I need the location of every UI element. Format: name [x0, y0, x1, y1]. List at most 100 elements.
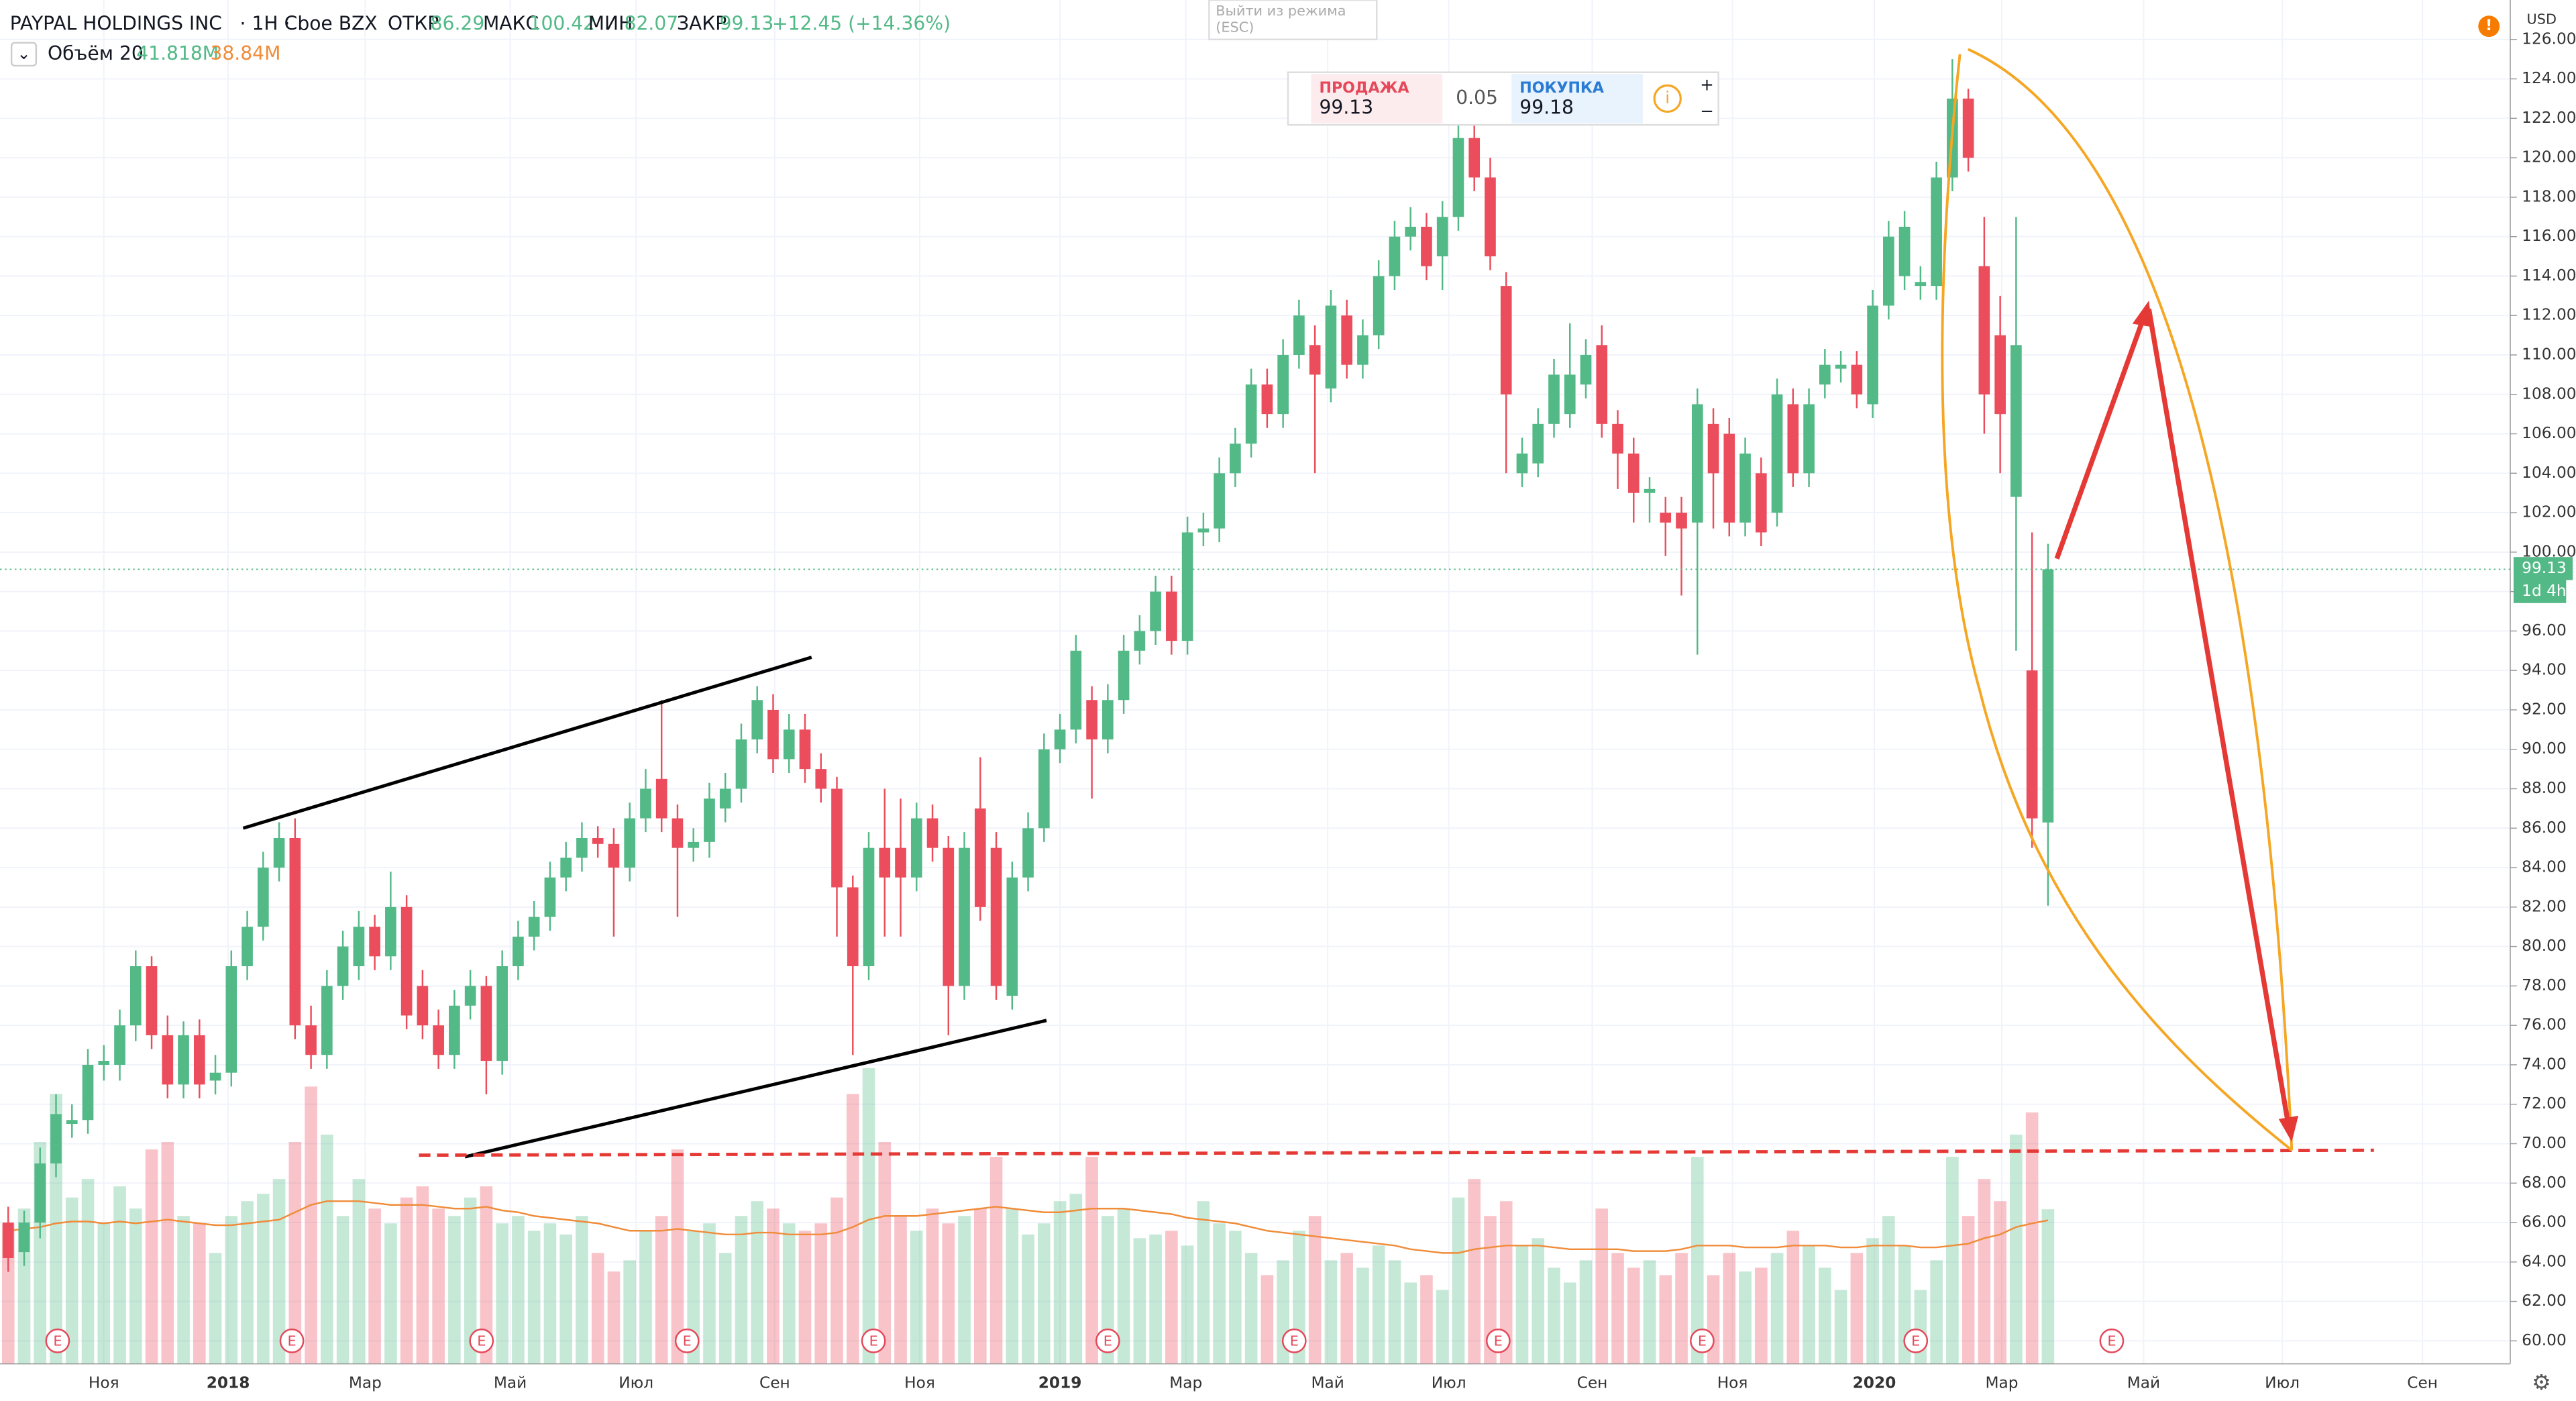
- candle-body: [847, 887, 859, 966]
- earnings-marker: [1095, 1329, 1120, 1353]
- candle-body: [1851, 364, 1863, 395]
- candle-body: [1134, 631, 1146, 651]
- y-tick-label: 78.00: [2522, 976, 2567, 994]
- candle-body: [1580, 354, 1592, 385]
- x-tick-label: Ноя: [1717, 1374, 1748, 1392]
- volume-ma-value: 38.84M: [210, 42, 280, 64]
- volume-bar: [1739, 1271, 1752, 1364]
- candle-body: [1468, 138, 1481, 178]
- y-tick-label: 112.00: [2522, 306, 2576, 324]
- y-tick-label: 126.00: [2522, 30, 2576, 48]
- earnings-label: E: [2107, 1333, 2116, 1349]
- volume-bar: [2041, 1209, 2055, 1364]
- buy-button[interactable]: [1511, 74, 1643, 123]
- collapse-button[interactable]: [10, 42, 38, 67]
- candle-body: [353, 927, 365, 966]
- candle-body: [1054, 729, 1066, 749]
- volume-bar: [321, 1135, 333, 1364]
- volume-bar: [623, 1260, 636, 1364]
- volume-bar: [241, 1201, 254, 1364]
- volume-ma-line: [8, 1200, 2049, 1254]
- exit-box[interactable]: [1208, 0, 1378, 41]
- candle-body: [66, 1120, 78, 1125]
- volume-bar: [336, 1216, 350, 1364]
- volume-bar: [591, 1253, 604, 1364]
- y-tick-label: 70.00: [2522, 1134, 2567, 1152]
- candle-body: [1691, 404, 1703, 523]
- candle-body: [735, 739, 747, 789]
- candle-body: [1612, 423, 1623, 454]
- y-tick-label: 104.00: [2522, 464, 2576, 482]
- y-tick-label: 92.00: [2522, 700, 2567, 718]
- curve: [1968, 48, 2294, 1151]
- x-tick-label: Сен: [759, 1374, 790, 1392]
- candle-body: [1500, 286, 1512, 395]
- volume-bar: [1627, 1267, 1640, 1364]
- candle-body: [1755, 473, 1767, 533]
- candle-body: [449, 1005, 460, 1055]
- volume-bar: [576, 1216, 588, 1364]
- volume-bar: [1786, 1231, 1800, 1364]
- symbol: PAYPAL HOLDINGS INC: [10, 13, 222, 35]
- candle-body: [1931, 177, 1942, 287]
- volume-bar: [1436, 1290, 1449, 1364]
- volume-bar: [113, 1186, 126, 1364]
- volume-bar: [671, 1149, 684, 1364]
- last-price-label: 99.13: [2522, 559, 2567, 577]
- candle-body: [1660, 513, 1672, 523]
- exit-text: Выйти из режима: [1216, 3, 1346, 19]
- x-tick-label: Ноя: [89, 1374, 119, 1392]
- candle-body: [910, 818, 922, 878]
- volume-bar: [1819, 1267, 1831, 1364]
- candle-body: [672, 818, 684, 848]
- candle-body: [289, 837, 301, 1026]
- candle-body: [98, 1061, 110, 1065]
- candle-body: [1421, 226, 1432, 266]
- candle-body: [783, 729, 795, 760]
- info-icon[interactable]: [1653, 84, 1682, 113]
- settings-icon[interactable]: ⚙: [2532, 1369, 2551, 1395]
- volume-bar: [1308, 1216, 1322, 1364]
- exit-fullscreen[interactable]: Выйти из режима (ESC): [1208, 0, 1378, 41]
- volume-bar: [305, 1086, 317, 1364]
- time-axis: [0, 1363, 2576, 1401]
- y-tick-label: 110.00: [2522, 345, 2576, 363]
- volume-bar: [1563, 1282, 1576, 1364]
- candle-body: [719, 788, 731, 809]
- candle-body: [162, 1035, 174, 1085]
- earnings-marker: [2099, 1329, 2125, 1353]
- sell-button[interactable]: [1311, 74, 1443, 123]
- y-tick-label: 106.00: [2522, 424, 2576, 442]
- volume-bar: [1579, 1260, 1593, 1364]
- candle-body: [273, 837, 285, 868]
- alert-icon[interactable]: [2478, 15, 2500, 38]
- volume-bar: [1244, 1253, 1258, 1364]
- alert-glyph: !: [2485, 17, 2492, 34]
- candle-body: [1915, 282, 1927, 287]
- volume-bar: [655, 1216, 668, 1364]
- minus[interactable]: −: [1700, 101, 1714, 121]
- candle-body: [2042, 569, 2054, 823]
- x-tick-label: Сен: [2407, 1374, 2438, 1392]
- plus[interactable]: +: [1700, 74, 1714, 94]
- candles: [0, 59, 2511, 1272]
- volume-value: 41.818M: [136, 42, 219, 64]
- candle-body: [1070, 650, 1082, 730]
- volume-bar: [209, 1253, 222, 1364]
- exit-text: (ESC): [1216, 19, 1254, 36]
- volume-bar: [1723, 1253, 1736, 1364]
- volume-bar: [2010, 1135, 2023, 1364]
- volume-bar: [846, 1094, 859, 1364]
- y-tick-label: 84.00: [2522, 858, 2567, 876]
- volume-bar: [1548, 1267, 1560, 1364]
- candle-body: [1405, 226, 1417, 237]
- volume-bar: [400, 1197, 413, 1364]
- volume-bar: [1, 1223, 15, 1364]
- volume-bar: [767, 1208, 780, 1364]
- candle-body: [225, 966, 237, 1073]
- candle-body: [209, 1072, 221, 1081]
- candle-body: [624, 818, 636, 868]
- volume-bar: [1595, 1208, 1609, 1364]
- y-tick-label: 102.00: [2522, 503, 2576, 521]
